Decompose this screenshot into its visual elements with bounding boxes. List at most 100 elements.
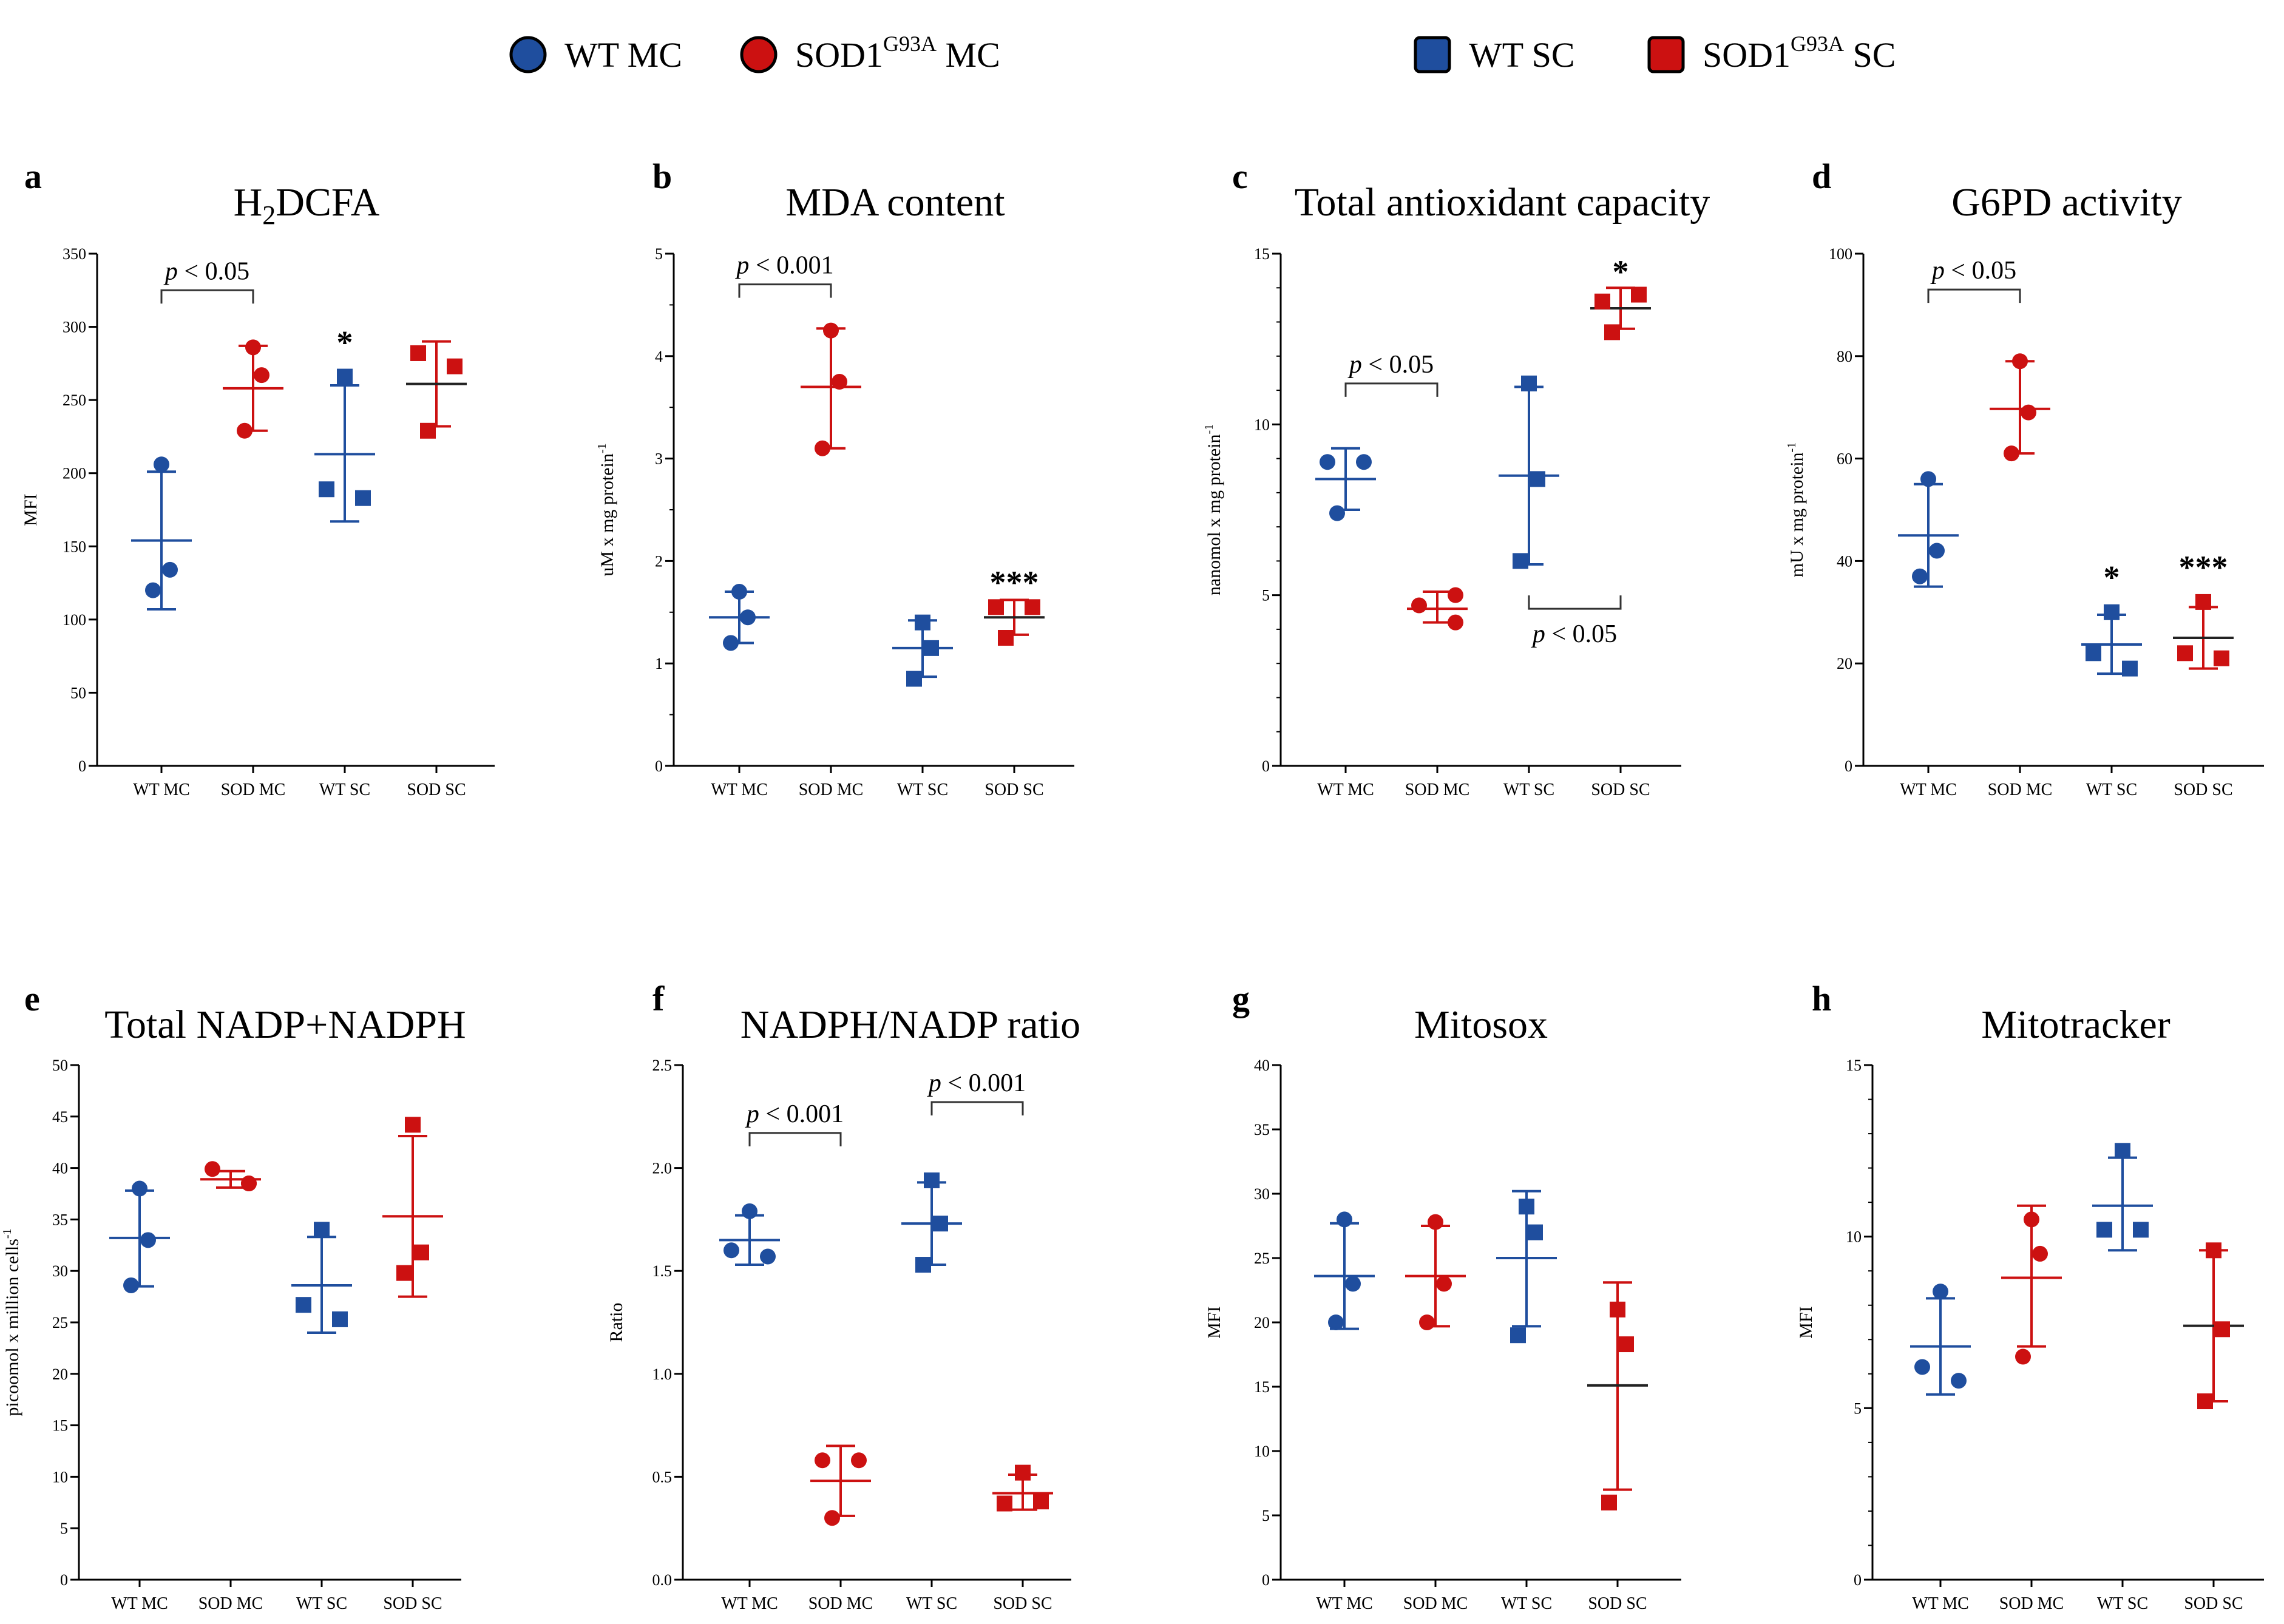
data-point-square [2133,1222,2149,1238]
panel-letter: c [1232,157,1248,196]
y-tick-label: 15 [1254,245,1270,263]
x-tick-label: SOD MC [808,1594,873,1613]
data-point-circle [241,1176,257,1192]
chart-title: Mitosox [1414,1003,1548,1047]
x-tick-label: SOD MC [1403,1594,1468,1613]
significance-bracket: p < 0.05 [1528,595,1622,648]
data-point-square [296,1297,311,1313]
x-tick-label: WT SC [2086,780,2137,799]
legend-label-text: SOD1 [1703,35,1791,75]
x-tick-label: WT SC [1503,780,1554,799]
y-tick-label: 1 [655,655,663,672]
series-sod-sc [1587,1281,1648,1511]
y-axis-label-text: Ratio [606,1303,626,1342]
data-point-square [319,481,334,498]
data-point-square [1601,1494,1617,1511]
series-wt-mc [709,584,770,651]
x-tick-label: WT SC [296,1594,347,1613]
data-point-circle [205,1161,220,1177]
data-point-circle [1448,587,1463,603]
panel-d: d G6PD activity 0 20 40 60 80 100 mU x mg protei… [1785,157,2264,799]
y-tick-label: 0 [1854,1571,1862,1589]
data-point-square [1513,553,1528,569]
x-tick-label: SOD SC [383,1594,442,1613]
y-tick-label: 5 [1262,1507,1270,1524]
series-wt-mc [1898,471,1959,588]
data-point-circle [1329,505,1345,521]
data-point-square [1610,1301,1625,1318]
y-axis-label: nanomol x mg protein-1 [1202,424,1224,595]
series-sod-sc [992,1464,1053,1512]
bracket-line [1528,595,1622,610]
p-value-italic: p [1347,351,1362,379]
y-tick-label: 10 [52,1468,68,1486]
data-point-circle [824,1510,840,1526]
data-point-circle [1320,454,1335,470]
x-tick-label: WT SC [2097,1594,2148,1613]
significance-star: *** [990,564,1039,601]
data-point-circle [1914,1359,1930,1375]
x-tick-label: WT SC [319,780,370,799]
data-point-circle [1428,1214,1443,1230]
y-tick-label: 20 [1837,655,1852,672]
series-wt-mc [1910,1284,1971,1396]
y-tick-label: 10 [1254,1443,1270,1460]
bracket-line [930,1101,1024,1116]
data-point-circle [1356,454,1372,470]
y-axis-label: uM x mg protein-1 [595,443,617,576]
x-tick-label: SOD SC [1591,780,1650,799]
y-axis-label-text: nanomol x mg protein [1204,434,1224,595]
y-tick-label: 5 [1262,587,1270,604]
p-value-italic: p [927,1069,941,1097]
legend-label-text: MC [937,35,1000,75]
data-point-square [997,1495,1012,1512]
series-wt-sc [1496,1189,1557,1344]
series-sod-mc [223,339,283,439]
y-tick-label: 300 [63,319,86,336]
y-tick-label: 45 [52,1108,68,1126]
panel-a: a H2DCFA 0 50 100 150 200 250 300 350 MFI WT MC SOD … [21,157,495,799]
y-axis-label: MFI [21,493,41,526]
y-tick-label: 2.5 [652,1057,673,1074]
x-tick-label: SOD SC [984,780,1043,799]
p-value-italic: p [734,252,749,280]
p-value-text: < 0.001 [941,1069,1026,1097]
data-point-circle [1448,614,1463,631]
data-point-circle [815,1452,830,1469]
x-tick-label: SOD SC [993,1594,1052,1613]
chart-title: Total antioxidant capacity [1295,180,1710,225]
significance-bracket: p < 0.05 [160,257,254,304]
y-tick-label: 1.5 [652,1262,673,1280]
p-value-label: p < 0.001 [734,252,833,280]
y-tick-label: 15 [52,1417,68,1435]
legend-label-superscript: G93A [1791,32,1844,56]
p-value-text: < 0.001 [749,252,833,280]
y-tick-label: 30 [1254,1185,1270,1203]
series-sod-sc [2183,1242,2244,1410]
legend-item: WT MC [509,35,682,75]
legend-label-text: WT MC [564,35,682,75]
data-point-circle [832,374,847,390]
y-axis-label: picoomol x million cells-1 [1,1228,22,1416]
data-point-square [1015,1464,1031,1481]
y-axis-label-superscript: -1 [595,443,609,453]
data-point-circle [1419,1314,1435,1330]
series-sod-mc [1990,353,2050,462]
data-point-circle [2004,445,2019,462]
data-point-square [337,368,353,385]
data-point-circle [2012,353,2028,370]
significance-bracket: p < 0.001 [734,252,834,298]
data-point-circle [731,584,747,600]
legend-circle-marker [740,36,778,73]
y-tick-label: 50 [52,1057,68,1074]
data-point-square [915,614,930,631]
series-wt-mc [1314,1211,1375,1330]
y-axis-label-text: MFI [1204,1306,1224,1338]
data-point-circle [1337,1211,1352,1228]
bracket-line [1927,288,2021,303]
series-wt-mc [109,1180,170,1293]
chart-title-text: H [234,180,263,225]
p-value-label: p < 0.001 [745,1100,844,1128]
legend: WT MC SOD1G93A MC WT SC SOD1G93A SC [509,32,1896,75]
data-point-circle [145,582,161,598]
